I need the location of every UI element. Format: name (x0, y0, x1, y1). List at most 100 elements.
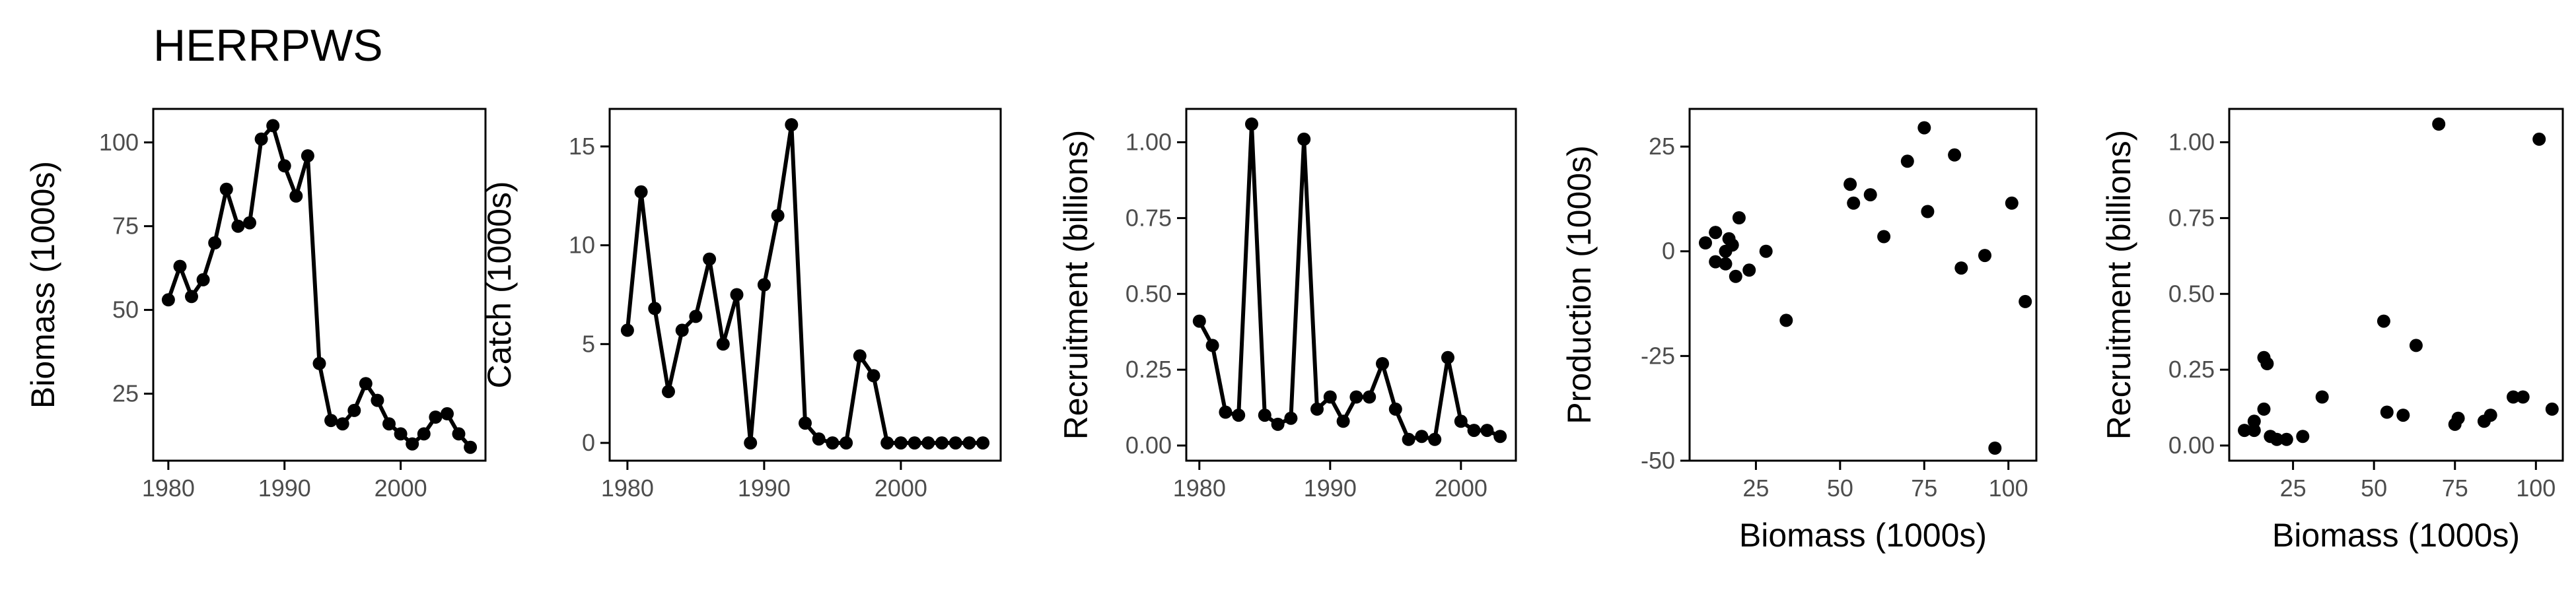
data-point (703, 252, 717, 266)
data-point (962, 436, 976, 450)
data-point (1376, 357, 1389, 370)
y-tick-label: 0.75 (2168, 204, 2215, 231)
y-tick-label: 0.00 (2168, 432, 2215, 459)
data-point (812, 432, 826, 446)
data-point (1779, 314, 1793, 327)
page-title: HERRPWS (153, 20, 383, 71)
data-point (1349, 390, 1363, 404)
data-point (867, 369, 880, 383)
x-tick-label: 75 (1911, 475, 1937, 502)
data-point (347, 403, 361, 417)
data-point (1725, 238, 1739, 252)
data-point (2507, 390, 2520, 404)
data-point (744, 436, 758, 450)
x-tick-label: 1980 (142, 475, 195, 502)
data-point (2247, 424, 2261, 438)
y-tick-label: 0.75 (1126, 204, 1172, 231)
data-point (1978, 249, 1991, 263)
y-tick-label: 0 (582, 429, 595, 456)
data-point (948, 436, 962, 450)
data-point (2451, 411, 2465, 425)
y-tick-label: 25 (1649, 133, 1675, 160)
data-point (289, 189, 303, 203)
data-point (757, 278, 771, 292)
x-tick-label: 1980 (1173, 475, 1226, 502)
plot-frame (1688, 108, 2038, 462)
data-point (371, 393, 384, 407)
series-line (625, 123, 985, 446)
data-point (1271, 417, 1285, 431)
data-point (429, 411, 443, 424)
data-point (1847, 196, 1861, 210)
data-point (908, 436, 921, 450)
data-point (2545, 402, 2559, 416)
x-tick-label: 2000 (375, 475, 427, 502)
data-point (1699, 236, 1712, 249)
data-point (2380, 405, 2394, 419)
x-tick-label: 1990 (258, 475, 311, 502)
data-point (894, 436, 908, 450)
plot-frame (152, 108, 487, 462)
data-point (662, 385, 675, 399)
y-tick-label: 0.50 (2168, 280, 2215, 307)
plot-frame (608, 108, 1002, 462)
data-point (1192, 314, 1206, 328)
data-point (336, 417, 349, 431)
data-point (1402, 432, 1415, 446)
y-tick-label: 100 (99, 129, 139, 156)
y-tick-label: 0 (1662, 238, 1675, 265)
data-point (382, 417, 396, 431)
y-tick-label: 0.25 (1126, 356, 1172, 383)
data-point (185, 290, 198, 304)
data-point (1258, 409, 1271, 422)
data-point (2432, 117, 2446, 131)
data-point (1388, 402, 1402, 416)
x-tick-label: 100 (2516, 475, 2556, 502)
data-point (231, 219, 245, 233)
chart-panel-production-vs-biomass: 25 50 75 100 -50 -25 0 25 Production (1000s) Biom… (1561, 108, 2038, 554)
data-point (1732, 211, 1746, 224)
data-point (243, 216, 256, 230)
data-point (1843, 178, 1857, 191)
data-point (1954, 261, 1968, 275)
data-point (1719, 257, 1733, 271)
x-axis-label: Biomass (1000s) (1739, 517, 1987, 554)
data-point (2247, 414, 2261, 428)
data-point (1917, 121, 1931, 135)
data-point (312, 356, 326, 370)
y-tick-label: 1.00 (2168, 129, 2215, 156)
data-point (1205, 339, 1219, 352)
y-tick-label: 10 (569, 232, 595, 259)
data-point (771, 209, 785, 222)
data-point (2279, 432, 2293, 446)
x-tick-label: 75 (2442, 475, 2468, 502)
y-axis-label: Biomass (1000s) (24, 161, 61, 409)
data-point (452, 427, 466, 441)
data-point (1245, 117, 1258, 131)
data-point (208, 236, 222, 249)
data-point (301, 149, 314, 163)
data-point (394, 427, 408, 441)
data-point (2257, 350, 2271, 364)
data-point (2477, 414, 2491, 428)
data-point (2257, 402, 2271, 416)
series-line (1197, 122, 1503, 442)
data-point (1284, 411, 1298, 425)
y-axis-label: Production (1000s) (1561, 145, 1598, 424)
data-point (689, 310, 703, 323)
data-point (1297, 132, 1311, 146)
data-point (1454, 414, 1468, 428)
x-axis-label: Biomass (1000s) (2272, 517, 2520, 554)
data-point (2296, 430, 2310, 444)
data-point (2532, 132, 2546, 146)
data-point (2396, 409, 2410, 422)
y-tick-label: 50 (112, 296, 139, 323)
y-tick-label: 5 (582, 330, 595, 357)
data-point (1467, 424, 1481, 438)
y-axis-label: Catch (1000s) (481, 181, 518, 388)
x-tick-label: 25 (2280, 475, 2307, 502)
data-point (1709, 226, 1723, 240)
data-point (620, 323, 634, 337)
data-point (1428, 432, 1442, 446)
data-point (1863, 188, 1877, 202)
